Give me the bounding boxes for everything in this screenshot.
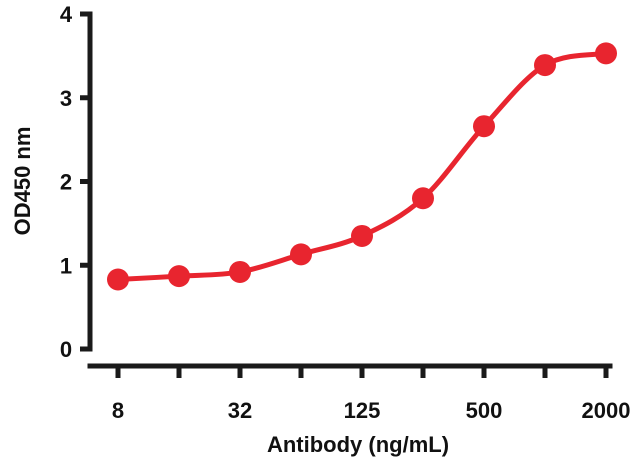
data-point [107, 268, 129, 291]
data-point [168, 265, 190, 288]
y-tick-label: 3 [60, 86, 72, 111]
x-tick-label: 2000 [582, 398, 631, 423]
y-tick-label: 0 [60, 337, 72, 362]
x-tick-label: 8 [112, 398, 124, 423]
data-point [351, 224, 373, 247]
y-tick-label: 4 [60, 2, 73, 27]
x-tick-label: 500 [466, 398, 503, 423]
x-axis-title: Antibody (ng/mL) [267, 432, 449, 457]
series-layer [107, 42, 617, 291]
x-ticks: 8 32 125 500 2000 [112, 366, 631, 423]
data-point [534, 54, 556, 77]
data-point [412, 187, 434, 210]
axes [87, 11, 613, 369]
x-tick-label: 125 [344, 398, 381, 423]
y-ticks: 0 1 2 3 4 [60, 2, 90, 362]
data-point [229, 260, 251, 283]
y-axis-title: OD450 nm [10, 127, 35, 236]
series-line [115, 50, 609, 282]
data-point [290, 243, 312, 266]
y-tick-label: 2 [60, 170, 72, 195]
y-tick-label: 1 [60, 253, 72, 278]
x-tick-label: 32 [228, 398, 252, 423]
data-point [595, 42, 617, 65]
data-point [473, 115, 495, 138]
